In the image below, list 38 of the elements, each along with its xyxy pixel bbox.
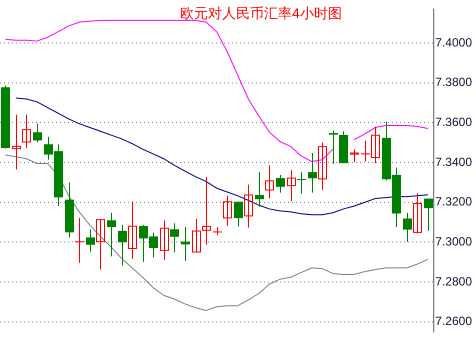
y-tick-label: 7.3000 — [435, 234, 472, 248]
candlestick — [424, 198, 433, 232]
candlestick — [33, 123, 42, 143]
candlestick — [297, 172, 306, 194]
candlestick — [223, 195, 232, 226]
candlestick — [202, 176, 211, 246]
candlestick — [86, 228, 95, 252]
candlestick — [403, 212, 412, 242]
candlestick — [244, 184, 253, 228]
y-tick-label: 7.4000 — [435, 35, 472, 50]
candlestick — [329, 130, 338, 164]
candlestick — [181, 226, 190, 262]
candlestick — [276, 174, 285, 194]
y-tick-label: 7.2600 — [435, 314, 472, 328]
candlestick — [128, 200, 137, 260]
candlestick — [255, 172, 264, 208]
y-tick-label: 7.3800 — [435, 75, 472, 90]
y-tick-label: 7.2800 — [435, 274, 472, 288]
candlestick — [12, 114, 21, 170]
candlestick — [22, 114, 31, 148]
y-tick-label: 7.3600 — [435, 115, 472, 130]
candlestick — [170, 222, 179, 253]
candlestick — [192, 218, 201, 252]
candlestick — [107, 212, 116, 257]
candlestick — [265, 164, 274, 199]
candlestick — [160, 220, 169, 260]
candlestick — [234, 201, 243, 228]
candlestick — [308, 152, 317, 194]
chart-title: 欧元对人民币汇率4小时图 — [180, 5, 342, 23]
candlestick — [287, 170, 296, 202]
candlestick — [350, 148, 359, 163]
candlestick — [413, 192, 422, 234]
candlestick — [318, 142, 327, 190]
y-tick-label: 7.3400 — [435, 154, 472, 169]
candlestick — [96, 219, 105, 270]
y-tick-label: 7.3200 — [435, 194, 472, 209]
candlestick — [118, 224, 127, 266]
candlestick — [75, 217, 84, 264]
